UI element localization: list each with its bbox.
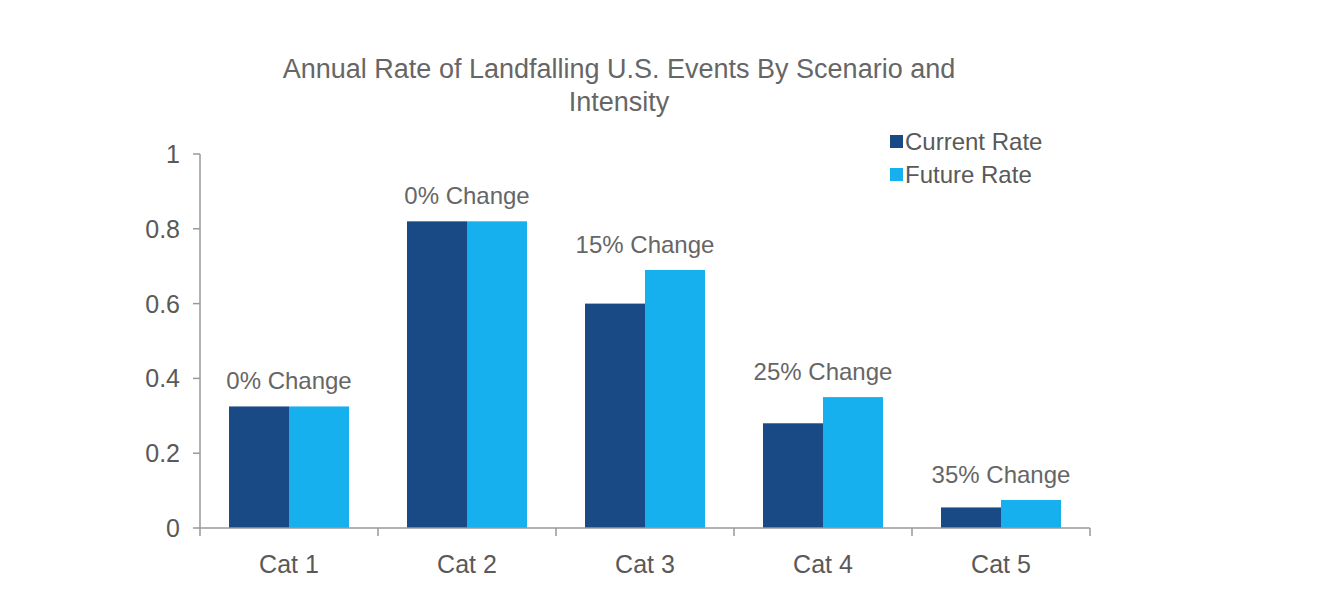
x-tick [199, 528, 201, 536]
legend-swatch [890, 135, 903, 148]
y-tick [193, 452, 200, 454]
y-tick [193, 303, 200, 305]
y-tick-label: 0 [166, 514, 180, 542]
y-tick-label: 0.6 [145, 290, 180, 318]
annotation: 35% Change [932, 461, 1071, 488]
bar [289, 406, 349, 528]
bar [823, 397, 883, 528]
bar [467, 221, 527, 528]
annotation: 25% Change [754, 358, 893, 385]
x-tick-label: Cat 4 [793, 550, 853, 578]
legend: Current Rate Future Rate [890, 128, 1042, 188]
bar [229, 406, 289, 528]
annotation: 0% Change [404, 182, 529, 209]
y-axis [199, 154, 201, 528]
x-axis [200, 527, 1090, 529]
x-tick-label: Cat 2 [437, 550, 497, 578]
y-tick-label: 0.8 [145, 215, 180, 243]
y-tick-label: 0.4 [145, 364, 180, 392]
y-tick [193, 378, 200, 380]
title: Annual Rate of Landfalling U.S. Events B… [283, 54, 955, 117]
bar [407, 221, 467, 528]
y-tick [193, 153, 200, 155]
title-line: Intensity [569, 87, 670, 117]
legend-swatch [890, 168, 903, 181]
x-tick-label: Cat 1 [259, 550, 319, 578]
y-tick [193, 527, 200, 529]
y-tick-label: 0.2 [145, 439, 180, 467]
legend-label: Current Rate [905, 128, 1042, 155]
chart: Annual Rate of Landfalling U.S. Events B… [0, 0, 1328, 598]
bar [1001, 500, 1061, 528]
y-tick [193, 228, 200, 230]
bar [763, 423, 823, 528]
x-tick-label: Cat 5 [971, 550, 1031, 578]
x-tick [377, 528, 379, 536]
legend-label: Future Rate [905, 161, 1032, 188]
x-tick [733, 528, 735, 536]
x-tick-label: Cat 3 [615, 550, 675, 578]
bar [645, 270, 705, 528]
y-tick-label: 1 [166, 140, 180, 168]
x-tick [1089, 528, 1091, 536]
bar [585, 304, 645, 528]
annotation: 0% Change [226, 367, 351, 394]
x-tick [911, 528, 913, 536]
title-line: Annual Rate of Landfalling U.S. Events B… [283, 54, 955, 84]
bar [941, 507, 1001, 528]
x-tick [555, 528, 557, 536]
annotation: 15% Change [576, 231, 715, 258]
